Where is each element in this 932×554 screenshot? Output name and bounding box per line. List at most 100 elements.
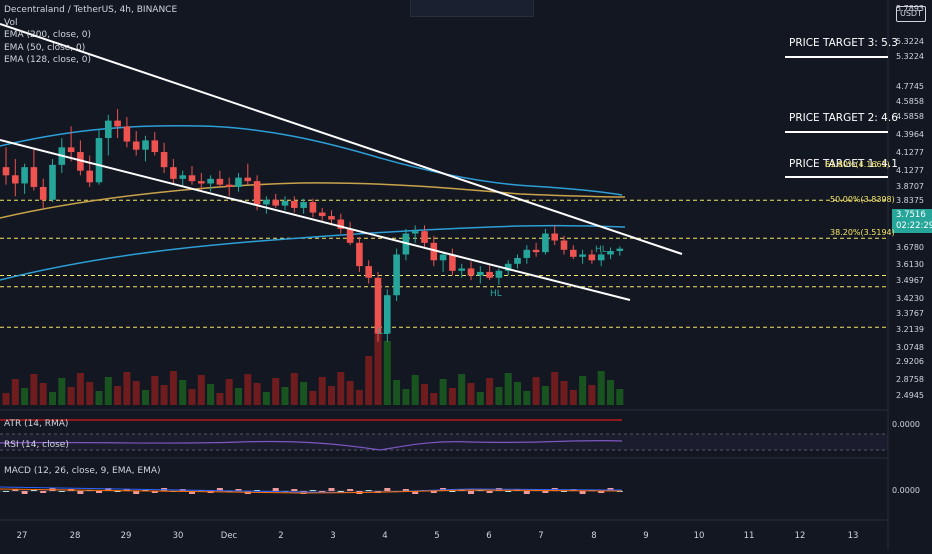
candle-body xyxy=(318,212,326,217)
candle-body xyxy=(514,257,521,264)
ema128-label[interactable]: EMA (128, close, 0) xyxy=(4,55,92,65)
volume-bar xyxy=(49,392,56,405)
symbol-title[interactable]: Decentraland / TetherUS, 4h, BINANCE xyxy=(4,5,178,15)
volume-bar xyxy=(11,379,19,405)
volume-bar xyxy=(541,386,549,405)
price-axis-tick: 2.8758 xyxy=(896,375,924,384)
fib-618-label: 61.80%(4.1661) xyxy=(825,160,890,169)
volume-bar xyxy=(179,380,187,405)
candle-body xyxy=(39,186,47,200)
candle-body xyxy=(523,249,531,258)
macd-histogram-bar xyxy=(21,491,28,494)
candle-body xyxy=(2,167,10,176)
ema200-label[interactable]: EMA (200, close, 0) xyxy=(4,30,92,40)
price-axis-tick: 3.4967 xyxy=(896,276,924,285)
macd-histogram-bar xyxy=(430,491,437,493)
candle-body xyxy=(105,120,112,139)
trendline-lower xyxy=(0,139,631,301)
volume-bar xyxy=(244,374,252,405)
candle-body xyxy=(607,250,614,255)
time-axis-tick: 30 xyxy=(172,531,184,541)
macd-histogram-bar xyxy=(384,488,391,491)
candle-body xyxy=(67,147,75,153)
ema-200-line xyxy=(0,182,626,219)
candle-body xyxy=(132,141,140,150)
volume-bar xyxy=(235,388,242,405)
candle-body xyxy=(253,181,261,205)
volume-bar xyxy=(95,391,103,405)
atr-label[interactable]: ATR (14, RMA) xyxy=(4,419,69,429)
time-axis-tick: 3 xyxy=(330,531,336,541)
candle-body xyxy=(281,200,289,206)
volume-bar xyxy=(272,378,280,405)
volume-bar xyxy=(346,381,354,405)
volume-bar xyxy=(142,390,149,405)
ema-50-line xyxy=(0,224,626,281)
price-axis-tick: 4.1277 xyxy=(896,148,924,157)
candle-body xyxy=(142,140,149,150)
macd-histogram-bar xyxy=(151,491,158,493)
ema50-label[interactable]: EMA (50, close, 0) xyxy=(4,42,86,53)
volume-bar xyxy=(365,356,373,405)
candle-body xyxy=(12,175,19,184)
candle-body xyxy=(504,263,512,271)
candle-body xyxy=(49,164,56,200)
macd-histogram-bar xyxy=(449,491,456,492)
macd-histogram-bar xyxy=(133,491,140,494)
bar-countdown: 02:22:29 xyxy=(896,221,932,231)
candle-body xyxy=(95,138,103,183)
volume-bar xyxy=(123,372,131,405)
macd-histogram-bar xyxy=(30,490,37,491)
volume-bar xyxy=(448,388,456,405)
macd-histogram-bar xyxy=(328,488,335,491)
price-axis-tick: 2.9206 xyxy=(896,357,924,366)
price-axis-tick: 5.7893 xyxy=(896,4,924,13)
volume-bar xyxy=(300,382,308,405)
price-axis-tick: 2.4945 xyxy=(896,391,924,400)
time-axis-tick: 2 xyxy=(278,531,284,541)
macd-histogram-bar xyxy=(412,491,419,494)
minimap-thumbnail[interactable] xyxy=(410,0,534,17)
candle-body xyxy=(486,271,493,278)
volume-bar xyxy=(579,376,587,405)
price-axis-tick: 3.6130 xyxy=(896,260,924,269)
volume-bar xyxy=(309,391,317,405)
candle-body xyxy=(411,231,419,234)
annotation-hl-1: HL xyxy=(490,289,502,299)
volume-bar xyxy=(560,381,568,405)
candle-body xyxy=(235,177,242,187)
candle-body xyxy=(114,120,121,127)
macd-histogram-bar xyxy=(123,489,130,491)
time-axis-tick: 28 xyxy=(69,531,81,541)
volume-bar xyxy=(374,325,382,405)
price-axis-tick: 5.3224 xyxy=(896,52,924,61)
candle-body xyxy=(328,216,335,220)
currency-tag[interactable]: USDT xyxy=(896,6,926,22)
macd-label[interactable]: MACD (12, 26, close, 9, EMA, EMA) xyxy=(4,466,161,476)
candle-body xyxy=(588,254,596,261)
macd-histogram-bar xyxy=(523,491,530,494)
rsi-label[interactable]: RSI (14, close) xyxy=(4,440,69,450)
candle-body xyxy=(179,175,186,179)
fib-382-label: 38.20%(3.5194) xyxy=(830,228,895,237)
macd-histogram-bar xyxy=(309,490,316,491)
candle-body xyxy=(188,175,196,182)
volume-bar xyxy=(569,390,577,405)
macd-histogram-bar xyxy=(40,491,47,493)
volume-bar xyxy=(486,378,494,405)
macd-histogram-bar xyxy=(254,490,261,491)
candle-body xyxy=(198,181,205,184)
vol-label[interactable]: Vol xyxy=(4,17,18,28)
volume-bar xyxy=(616,389,624,405)
volume-bar xyxy=(439,379,447,405)
candle-body xyxy=(542,233,549,253)
volume-bar xyxy=(21,388,29,405)
volume-bar xyxy=(67,387,75,405)
volume-bar xyxy=(290,373,298,405)
candle-body xyxy=(86,170,93,183)
price-axis-tick: 4.1277 xyxy=(896,166,924,175)
volume-bar xyxy=(337,372,345,405)
volume-bar xyxy=(328,386,335,405)
